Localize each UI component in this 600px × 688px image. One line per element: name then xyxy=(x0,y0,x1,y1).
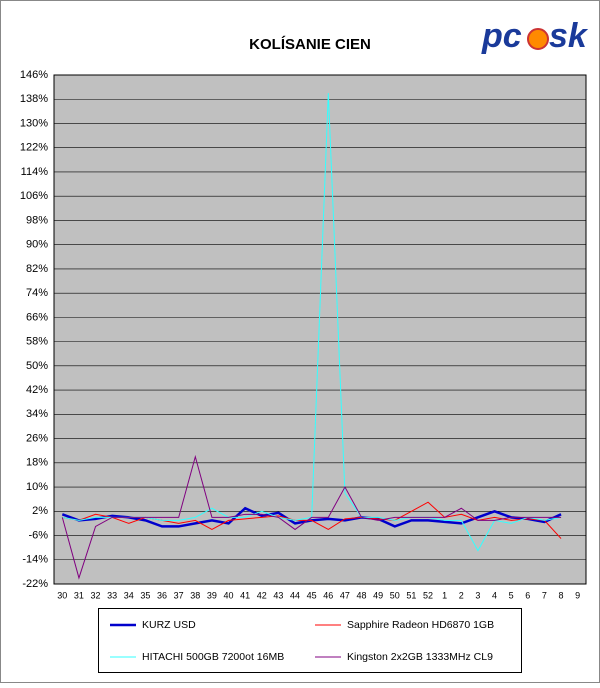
x-tick-label: 37 xyxy=(174,590,184,600)
x-tick-label: 1 xyxy=(442,590,447,600)
x-tick-label: 49 xyxy=(373,590,383,600)
x-tick-label: 5 xyxy=(509,590,514,600)
chart-title: KOLÍSANIE CIEN xyxy=(249,36,371,53)
x-tick-label: 39 xyxy=(207,590,217,600)
y-tick-label: 130% xyxy=(20,117,48,129)
x-tick-label: 50 xyxy=(390,590,400,600)
y-tick-label: 90% xyxy=(26,239,48,251)
legend-label: KURZ USD xyxy=(142,619,196,631)
y-tick-label: 106% xyxy=(20,190,48,202)
y-tick-label: -14% xyxy=(22,554,48,566)
y-tick-label: 66% xyxy=(26,311,48,323)
x-tick-label: 52 xyxy=(423,590,433,600)
y-tick-label: 10% xyxy=(26,481,48,493)
x-tick-label: 6 xyxy=(525,590,530,600)
x-tick-label: 46 xyxy=(323,590,333,600)
x-tick-label: 36 xyxy=(157,590,167,600)
x-tick-label: 38 xyxy=(190,590,200,600)
x-tick-label: 40 xyxy=(224,590,234,600)
x-tick-label: 48 xyxy=(357,590,367,600)
plot-area xyxy=(53,74,587,585)
y-tick-label: 138% xyxy=(20,93,48,105)
x-tick-label: 9 xyxy=(575,590,580,600)
y-tick-label: 34% xyxy=(26,408,48,420)
y-tick-label: 98% xyxy=(26,214,48,226)
x-tick-label: 35 xyxy=(140,590,150,600)
y-tick-label: 146% xyxy=(20,69,48,81)
legend-label: HITACHI 500GB 7200ot 16MB xyxy=(142,651,284,663)
x-tick-label: 51 xyxy=(406,590,416,600)
x-tick-label: 4 xyxy=(492,590,497,600)
x-tick-label: 3 xyxy=(475,590,480,600)
y-tick-label: 122% xyxy=(20,142,48,154)
y-tick-label: 42% xyxy=(26,384,48,396)
y-tick-label: 74% xyxy=(26,287,48,299)
logo-flame xyxy=(527,28,549,50)
series-line xyxy=(61,454,562,580)
x-tick-label: 30 xyxy=(57,590,67,600)
logo-right: sk xyxy=(549,17,589,55)
x-tick-label: 34 xyxy=(124,590,134,600)
x-tick-label: 31 xyxy=(74,590,84,600)
y-tick-label: 2% xyxy=(32,505,48,517)
y-tick-label: -6% xyxy=(28,529,48,541)
x-tick-label: 42 xyxy=(257,590,267,600)
x-tick-label: 41 xyxy=(240,590,250,600)
x-tick-label: 32 xyxy=(91,590,101,600)
y-tick-label: -22% xyxy=(22,578,48,590)
x-tick-label: 8 xyxy=(559,590,564,600)
y-tick-label: 58% xyxy=(26,336,48,348)
x-tick-label: 2 xyxy=(459,590,464,600)
y-tick-label: 50% xyxy=(26,360,48,372)
y-tick-label: 18% xyxy=(26,457,48,469)
legend-label: Kingston 2x2GB 1333MHz CL9 xyxy=(347,651,493,663)
x-tick-label: 33 xyxy=(107,590,117,600)
y-tick-label: 26% xyxy=(26,432,48,444)
x-tick-label: 43 xyxy=(273,590,283,600)
y-tick-label: 114% xyxy=(21,166,49,178)
legend xyxy=(98,608,522,673)
logo-left: pc xyxy=(481,17,522,55)
x-tick-label: 45 xyxy=(307,590,317,600)
x-tick-label: 7 xyxy=(542,590,547,600)
x-tick-label: 44 xyxy=(290,590,300,600)
x-tick-label: 47 xyxy=(340,590,350,600)
y-tick-label: 82% xyxy=(26,263,48,275)
legend-label: Sapphire Radeon HD6870 1GB xyxy=(347,619,494,631)
